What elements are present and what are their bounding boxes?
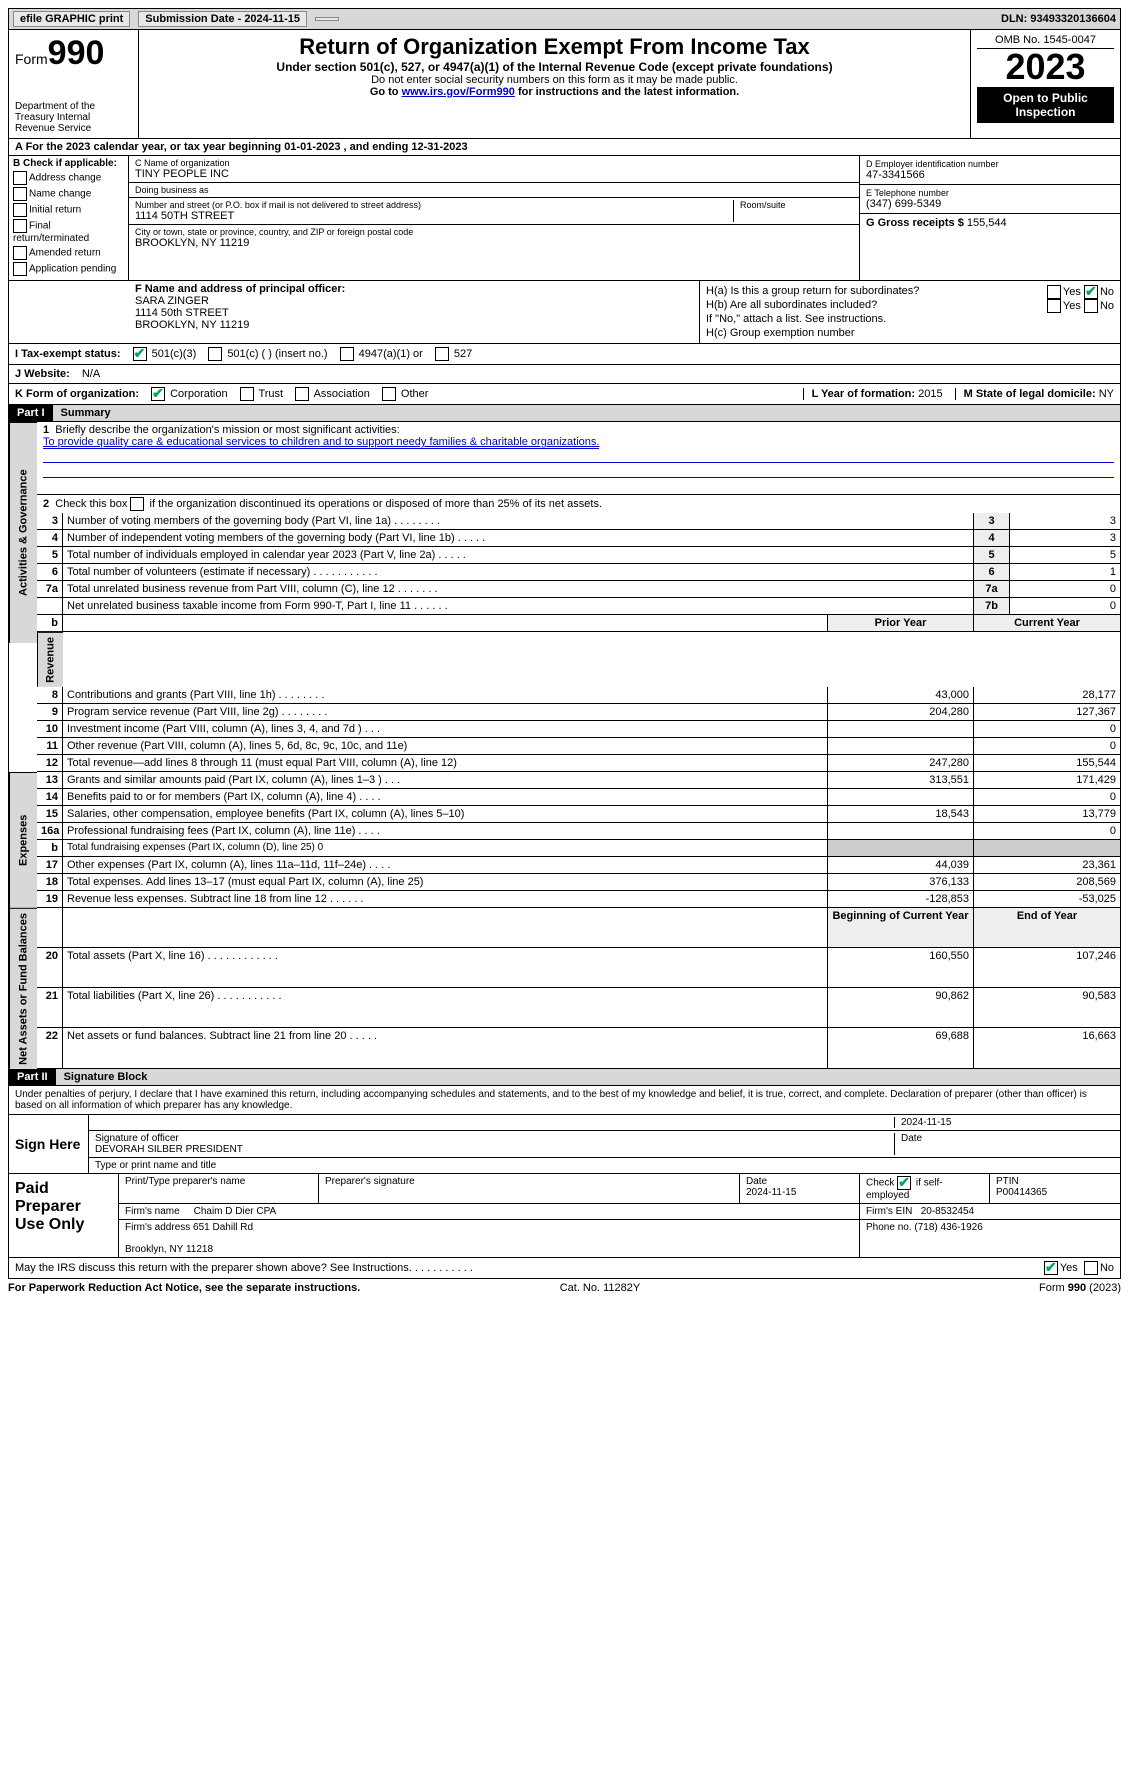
officer-name: SARA ZINGER [135,295,693,307]
phone-value: (347) 699-5349 [866,198,1114,210]
officer-city: BROOKLYN, NY 11219 [135,319,693,331]
tax-year: 2023 [977,49,1114,85]
mission-text: To provide quality care & educational se… [43,436,599,449]
city-label: City or town, state or province, country… [135,227,853,237]
sig-date-label: Date [894,1133,1114,1155]
efile-topbar: efile GRAPHIC print Submission Date - 20… [8,8,1121,30]
sign-here-block: Sign Here 2024-11-15 Signature of office… [8,1115,1121,1174]
row-k-l-m: K Form of organization: Corporation Trus… [8,384,1121,405]
dln-label: DLN: 93493320136604 [1001,13,1116,25]
perjury-declaration: Under penalties of perjury, I declare th… [8,1086,1121,1115]
blank-button[interactable] [315,17,339,21]
officer-name-title: DEVORAH SILBER PRESIDENT [95,1144,243,1155]
line-2-label: Check this box if the organization disco… [55,498,602,510]
gross-receipts-label: G Gross receipts $ [866,217,964,229]
submission-date-button[interactable]: Submission Date - 2024-11-15 [138,11,307,27]
discuss-row: May the IRS discuss this return with the… [8,1258,1121,1279]
irs-link[interactable]: www.irs.gov/Form990 [402,86,515,98]
h-b: H(b) Are all subordinates included? Yes … [706,299,1114,311]
officer-label: F Name and address of principal officer: [135,283,693,295]
open-inspection-badge: Open to Public Inspection [977,87,1114,123]
name-title-label: Type or print name and title [95,1160,1114,1171]
dba-label: Doing business as [135,185,853,195]
ein-value: 47-3341566 [866,169,1114,181]
officer-street: 1114 50th STREET [135,307,693,319]
line-a-tax-year: A For the 2023 calendar year, or tax yea… [8,139,1121,156]
form-number: Form990 [15,34,132,73]
vlabel-net-assets: Net Assets or Fund Balances [9,908,37,1069]
vlabel-revenue: Revenue [37,632,63,687]
org-name: TINY PEOPLE INC [135,168,853,180]
part-2-header: Part II Signature Block [8,1069,1121,1086]
efile-print-button[interactable]: efile GRAPHIC print [13,11,130,27]
line-1-label: Briefly describe the organization's miss… [55,424,399,436]
org-name-label: C Name of organization [135,158,853,168]
summary-table: Activities & Governance 1 Briefly descri… [8,422,1121,1069]
street-value: 1114 50TH STREET [135,210,733,222]
paid-preparer-block: Paid Preparer Use Only Print/Type prepar… [8,1174,1121,1258]
h-b2: If "No," attach a list. See instructions… [706,313,1114,325]
box-b-checkboxes: B Check if applicable: Address change Na… [9,156,129,280]
form-subtitle-1: Under section 501(c), 527, or 4947(a)(1)… [145,60,964,74]
city-value: BROOKLYN, NY 11219 [135,237,853,249]
entity-block: B Check if applicable: Address change Na… [8,156,1121,281]
phone-label: E Telephone number [866,188,1114,198]
form-subtitle-3: Go to www.irs.gov/Form990 for instructio… [145,86,964,98]
dept-label: Department of the Treasury Internal Reve… [15,101,132,134]
row-f-h: F Name and address of principal officer:… [8,281,1121,344]
sig-officer-label: Signature of officer [95,1133,179,1144]
part-1-header: Part I Summary [8,405,1121,422]
row-j-website: J Website: N/A [8,365,1121,384]
form-title: Return of Organization Exempt From Incom… [145,34,964,60]
ein-label: D Employer identification number [866,159,1114,169]
sign-date: 2024-11-15 [894,1117,1114,1128]
vlabel-governance: Activities & Governance [9,422,37,643]
room-label: Room/suite [740,200,853,210]
gross-receipts-value: 155,544 [967,217,1007,229]
street-label: Number and street (or P.O. box if mail i… [135,200,733,210]
vlabel-expenses: Expenses [9,772,37,908]
page-footer: For Paperwork Reduction Act Notice, see … [8,1279,1121,1297]
row-i-tax-exempt: I Tax-exempt status: 501(c)(3) 501(c) ( … [8,344,1121,365]
form-header: Form990 Department of the Treasury Inter… [8,30,1121,139]
h-a: H(a) Is this a group return for subordin… [706,285,1114,297]
h-c: H(c) Group exemption number [706,327,1114,339]
form-subtitle-2: Do not enter social security numbers on … [145,74,964,86]
